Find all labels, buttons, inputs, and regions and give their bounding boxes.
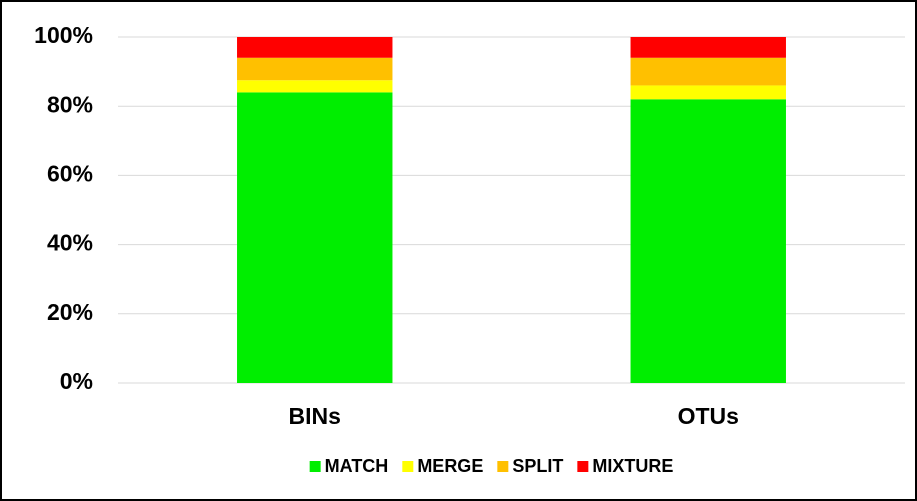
bar-segment	[630, 85, 786, 100]
legend-label: SPLIT	[512, 456, 563, 476]
bar-segment	[237, 80, 393, 93]
legend-item: MATCH	[309, 456, 389, 476]
bar-segment	[237, 57, 393, 81]
x-tick-label: BINs	[289, 403, 341, 429]
y-tick-label: 100%	[34, 22, 93, 48]
bar-segment	[630, 57, 786, 86]
legend-item: SPLIT	[497, 456, 563, 476]
bar-segment	[630, 99, 786, 383]
legend-swatch	[577, 461, 589, 472]
legend-item: MERGE	[402, 456, 483, 476]
bar-segment	[237, 92, 393, 384]
y-tick-label: 60%	[47, 160, 93, 186]
legend-swatch	[402, 461, 414, 472]
bar-segment	[237, 37, 393, 58]
legend-label: MERGE	[417, 456, 483, 476]
y-tick-label: 0%	[60, 368, 93, 394]
legend-item: MIXTURE	[577, 456, 673, 476]
legend-swatch	[497, 461, 509, 472]
legend-label: MATCH	[325, 456, 389, 476]
y-tick-label: 20%	[47, 299, 93, 325]
y-tick-label: 80%	[47, 91, 93, 117]
x-tick-label: OTUs	[678, 403, 739, 429]
y-tick-label: 40%	[47, 230, 93, 256]
bar-segment	[630, 37, 786, 58]
legend-swatch	[309, 461, 321, 472]
legend-label: MIXTURE	[592, 456, 673, 476]
